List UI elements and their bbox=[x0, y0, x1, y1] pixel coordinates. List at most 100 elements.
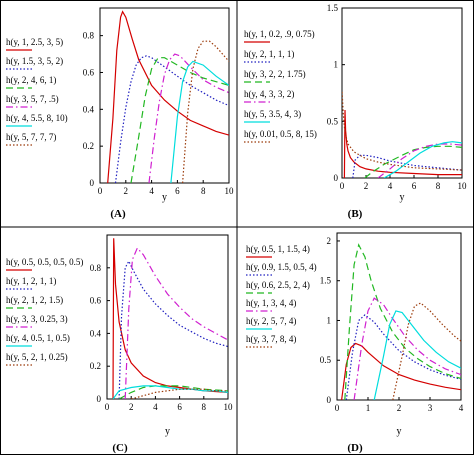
series-line-3 bbox=[344, 243, 461, 400]
y-tick-label: 0.2 bbox=[83, 141, 94, 151]
legend-label: h(y, 0.5, 1, 1.5, 4) bbox=[246, 244, 310, 254]
x-tick-label: 6 bbox=[177, 402, 182, 412]
legend-label: h(y, 1, 2.5, 3, 5) bbox=[6, 37, 63, 47]
series-line-5 bbox=[170, 60, 229, 183]
series-line-3 bbox=[118, 385, 228, 399]
y-tick-label: 0.2 bbox=[90, 361, 101, 371]
y-tick-label: 0.6 bbox=[90, 296, 102, 306]
legend-label: h(y, 3, 7, 8, 4) bbox=[246, 334, 296, 344]
legend-label: h(y, 5, 2, 1, 0.25) bbox=[6, 352, 68, 362]
series-line-5 bbox=[112, 385, 228, 399]
x-tick-label: 4 bbox=[149, 186, 154, 196]
series-line-3 bbox=[364, 145, 462, 178]
plot-frame bbox=[341, 7, 463, 179]
legend-label: h(y, 0.9, 1.5, 0.5, 4) bbox=[246, 262, 317, 272]
x-tick-label: 6 bbox=[175, 186, 180, 196]
y-tick-label: 0.4 bbox=[83, 104, 95, 114]
chart-panel-3: 0 2 4 6 8 10 0 0.2 0.4 0.6 0.8 y (C) h(y, 0.5, 0.5, 0… bbox=[6, 234, 234, 454]
series-line-6 bbox=[342, 91, 462, 171]
y-tick-label: 0.4 bbox=[90, 328, 102, 338]
x-tick-label: 10 bbox=[458, 181, 468, 191]
y-tick-label: 0.8 bbox=[90, 263, 102, 273]
chart-panel-2: 0 2 4 6 8 10 0 0.5 1 1.5 y (B) h(y, 1, 0.2, .9, 0.75… bbox=[244, 3, 467, 220]
series-line-4 bbox=[148, 53, 229, 183]
y-tick-label: 1.5 bbox=[320, 276, 332, 286]
x-axis-label: y bbox=[400, 192, 405, 203]
chart-panel-1: 0 2 4 6 8 10 0 0.2 0.4 0.6 0.8 y (A) h(y, 1, 2.5, 3, … bbox=[6, 7, 235, 220]
x-tick-label: 3 bbox=[428, 403, 433, 413]
x-tick-label: 8 bbox=[436, 181, 441, 191]
legend-label: h(y, 0.01, 0.5, 8, 15) bbox=[244, 129, 317, 139]
series-line-2 bbox=[114, 55, 229, 183]
y-tick-label: 0.5 bbox=[320, 355, 332, 365]
legend-label: h(y, 4, 0.5, 1, 0.5) bbox=[6, 333, 70, 343]
x-tick-label: 0 bbox=[98, 186, 103, 196]
y-tick-label: 0 bbox=[327, 395, 332, 405]
chart-panel-4: 0 1 2 3 4 0 0.5 1 1.5 2 y (D) h(y, 0.5, 1, 1.5, 4) h(… bbox=[246, 232, 464, 454]
series-line-3 bbox=[130, 57, 229, 183]
series-line-1 bbox=[107, 10, 229, 183]
x-tick-label: 0 bbox=[105, 402, 110, 412]
legend-label: h(y, 0.5, 0.5, 0.5, 0.5) bbox=[6, 257, 83, 267]
legend-label: h(y, 1.5, 3, 5, 2) bbox=[6, 56, 63, 66]
y-tick-label: 0.8 bbox=[83, 31, 95, 41]
y-tick-label: 0.6 bbox=[83, 67, 95, 77]
series-line-4 bbox=[353, 297, 461, 400]
legend-label: h(y, 4, 3, 3, 2) bbox=[244, 89, 294, 99]
panel-caption: (D) bbox=[347, 442, 363, 454]
x-tick-label: 10 bbox=[224, 402, 234, 412]
series-line-6 bbox=[131, 388, 228, 399]
x-axis-label: y bbox=[162, 192, 167, 203]
x-tick-label: 2 bbox=[129, 402, 134, 412]
plot-frame bbox=[106, 234, 229, 400]
x-tick-label: 4 bbox=[459, 403, 464, 413]
series-line-2 bbox=[352, 154, 462, 178]
y-tick-label: 0 bbox=[97, 394, 102, 404]
legend-label: h(y, 1, 3, 4, 4) bbox=[246, 298, 296, 308]
legend-label: h(y, 2, 1, 2, 1.5) bbox=[6, 295, 63, 305]
x-tick-label: 0 bbox=[340, 181, 345, 191]
series-line-5 bbox=[373, 310, 461, 400]
series-line-4 bbox=[377, 143, 462, 178]
x-tick-label: 10 bbox=[225, 186, 235, 196]
legend-label: h(y, 2, 1, 1, 1) bbox=[244, 49, 294, 59]
y-tick-label: 1 bbox=[327, 315, 332, 325]
legend-label: h(y, 4, 5.5, 8, 10) bbox=[6, 113, 68, 123]
y-tick-label: 0 bbox=[90, 178, 95, 188]
x-tick-label: 8 bbox=[202, 402, 207, 412]
panel-caption: (C) bbox=[112, 442, 128, 454]
series-line-6 bbox=[392, 302, 461, 400]
y-tick-label: 1 bbox=[334, 60, 339, 70]
y-tick-label: 0 bbox=[334, 173, 339, 183]
series-line-5 bbox=[383, 141, 462, 178]
x-tick-label: 2 bbox=[397, 403, 402, 413]
y-tick-label: 2 bbox=[327, 236, 332, 246]
series-line-2 bbox=[345, 314, 461, 400]
series-line-6 bbox=[182, 40, 229, 183]
series-line-1 bbox=[112, 238, 228, 399]
y-tick-label: 0.5 bbox=[327, 116, 339, 126]
legend-label: h(y, 2, 4, 6, 1) bbox=[6, 75, 56, 85]
series-line-4 bbox=[124, 247, 228, 399]
x-tick-label: 2 bbox=[124, 186, 129, 196]
panel-caption: (B) bbox=[348, 208, 363, 220]
series-line-2 bbox=[118, 259, 228, 399]
legend-label: h(y, 3, 3, 0.25, 3) bbox=[6, 314, 68, 324]
legend-label: h(y, 0.6, 2.5, 2, 4) bbox=[246, 280, 310, 290]
x-axis-label: y bbox=[397, 426, 402, 437]
x-tick-label: 1 bbox=[366, 403, 371, 413]
series-line-1 bbox=[341, 342, 461, 400]
legend-label: h(y, 1, 0.2, .9, 0.75) bbox=[244, 29, 315, 39]
y-tick-label: 1.5 bbox=[327, 3, 339, 13]
series-line-1 bbox=[343, 109, 462, 178]
x-tick-label: 0 bbox=[335, 403, 340, 413]
x-axis-label: y bbox=[165, 426, 170, 437]
panel-caption: (A) bbox=[110, 208, 126, 220]
legend-label: h(y, 2, 5, 7, 4) bbox=[246, 316, 296, 326]
x-tick-label: 4 bbox=[388, 181, 393, 191]
x-tick-label: 8 bbox=[201, 186, 206, 196]
x-tick-label: 4 bbox=[153, 402, 158, 412]
plot-frame bbox=[99, 7, 230, 184]
